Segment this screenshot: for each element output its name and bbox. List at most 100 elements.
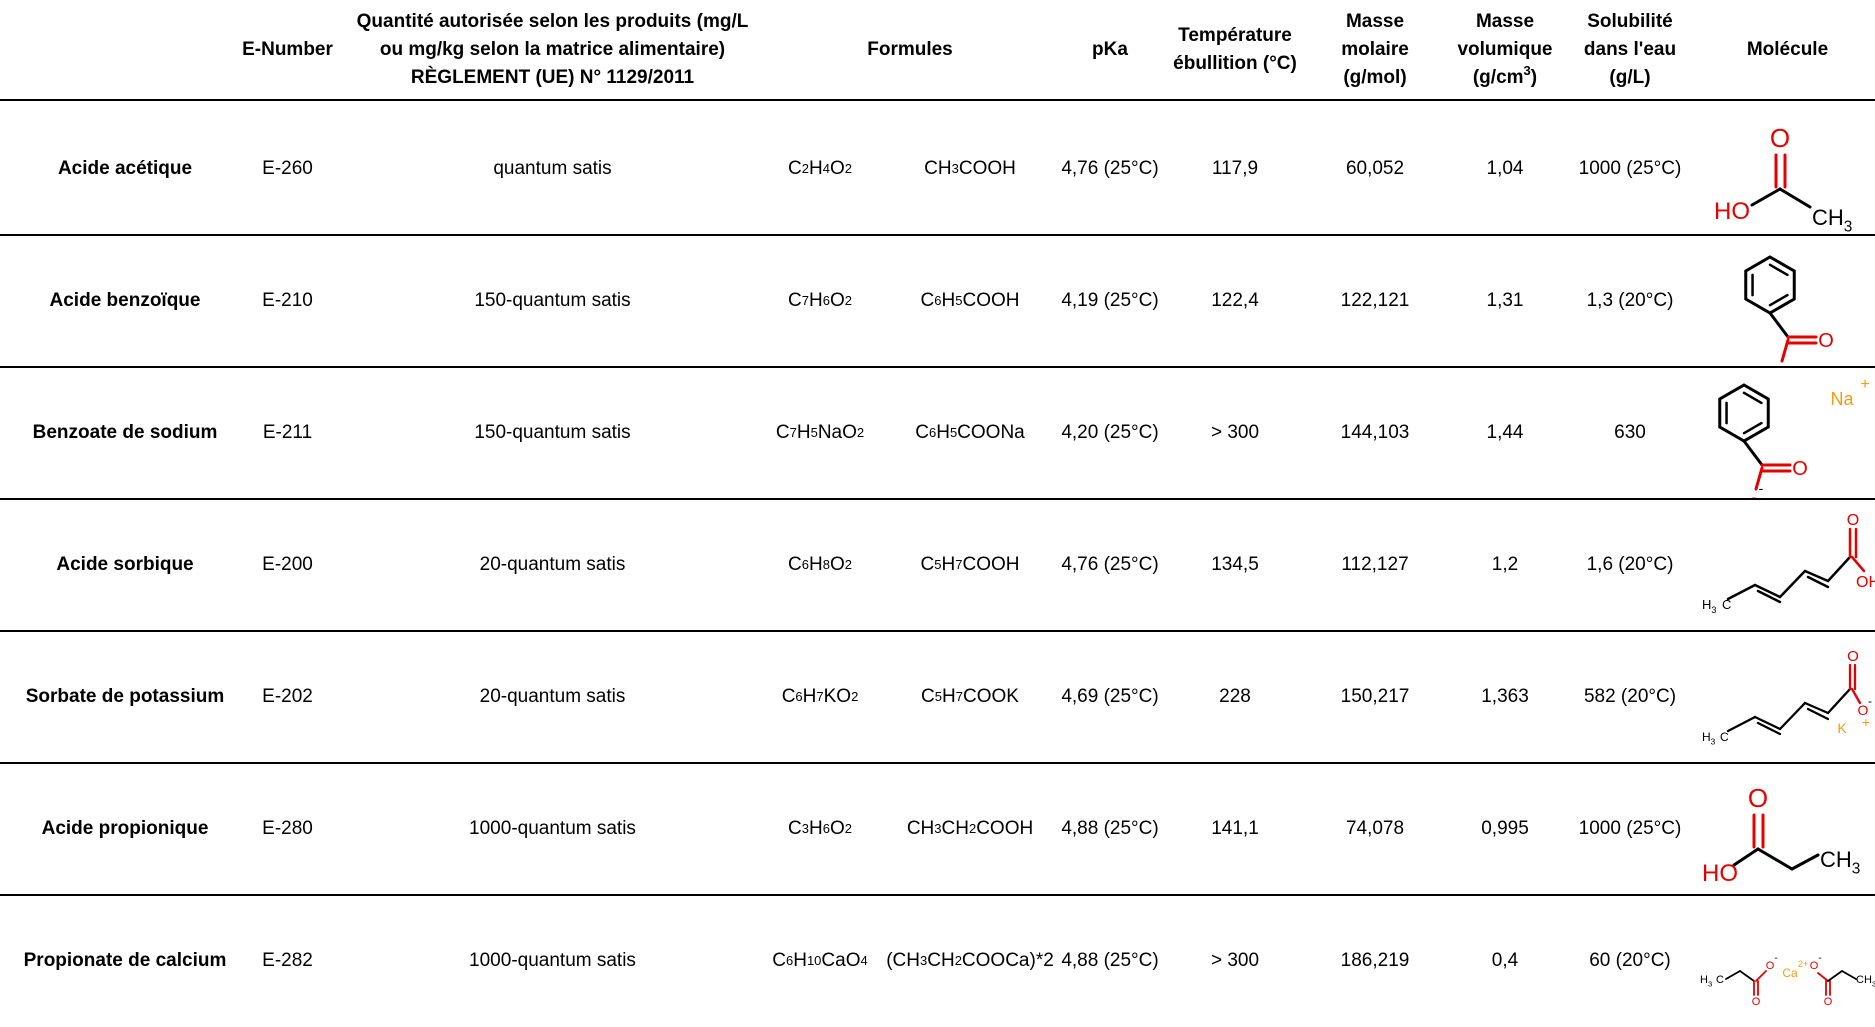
row-solubilite: 582 (20°C) [1583, 686, 1677, 707]
row-pka: 4,76 (25°C) [1061, 554, 1159, 575]
row-temperature: 228 [1219, 686, 1251, 707]
hydroxyl-label: HO [1714, 198, 1750, 225]
header-temperature: Température ébullition (°C) [1160, 0, 1310, 100]
row-e-number: E-200 [262, 554, 313, 575]
charge-label: - [1818, 953, 1821, 964]
row-quantite: 150-quantum satis [474, 422, 631, 443]
potassium-label: K [1837, 720, 1847, 736]
header-formules-label: Formules [867, 39, 953, 60]
molecule-diagram: H3 C O OH [1702, 512, 1875, 615]
charge-label: - [1774, 953, 1777, 964]
row-divider [0, 366, 1875, 368]
row-e-number: E-260 [262, 158, 313, 179]
row-temperature: 141,1 [1211, 818, 1259, 839]
row-e-number: E-211 [262, 422, 313, 443]
row-name: Acide sorbique [56, 554, 194, 575]
row-temperature: 122,4 [1211, 290, 1259, 311]
molecule-diagram: O HO CH3 [1714, 123, 1852, 235]
row-solubilite: 1000 (25°C) [1578, 818, 1682, 839]
header-masse-volumique: Masse volumique (g/cm3) [1440, 0, 1570, 100]
molecule-structure: H3 C O O - Ca 2+ O - O CH3 [1700, 895, 1875, 1027]
row-masse-molaire: 60,052 [1345, 158, 1405, 179]
header-pka-label: pKa [1092, 39, 1128, 60]
header-quantite-line2: ou mg/kg selon la matrice alimentaire) [379, 39, 726, 60]
row-e-number: E-202 [262, 686, 313, 707]
methyl-label: H3 [1702, 597, 1716, 615]
row-solubilite: 1000 (25°C) [1578, 158, 1682, 179]
row-solubilite: 630 [1614, 422, 1646, 443]
row-e-number: E-282 [262, 950, 313, 971]
row-name: Acide propionique [41, 818, 209, 839]
header-masse-molaire: Masse molaire (g/mol) [1310, 0, 1440, 100]
row-masse-volumique: 1,363 [1481, 686, 1529, 707]
row-pka: 4,76 (25°C) [1061, 158, 1159, 179]
oxygen-anion-label: O [1858, 702, 1869, 718]
row-solubilite: 1,6 (20°C) [1586, 554, 1674, 575]
header-quantite: Quantité autorisée selon les produits (m… [340, 0, 765, 100]
row-quantite: 150-quantum satis [474, 290, 631, 311]
header-solubilite-line2: dans l'eau [1583, 39, 1677, 60]
row-quantite: quantum satis [493, 158, 612, 179]
table-row: Propionate de calcium E-282 1000-quantum s… [0, 895, 1875, 1027]
methyl-carbon-label: C [1716, 974, 1724, 986]
row-masse-volumique: 1,31 [1486, 290, 1524, 311]
row-pka: 4,20 (25°C) [1061, 422, 1159, 443]
row-pka: 4,69 (25°C) [1061, 686, 1159, 707]
oxygen-label: O [1792, 458, 1808, 480]
oxygen-label: O [1818, 330, 1834, 352]
row-formula-brute: C 6 H 10 CaO 4 [772, 950, 868, 971]
table-row: Acide benzoïque E-210 150-quantum satis C 7 H… [0, 235, 1875, 367]
row-e-number: E-280 [262, 818, 313, 839]
charge-label: - [1759, 480, 1764, 496]
row-formula-brute: C 7 H 5 NaO 2 [775, 422, 865, 443]
sodium-label: Na [1830, 389, 1854, 409]
row-name: Benzoate de sodium [32, 422, 218, 443]
oxygen-label: O [1847, 648, 1859, 665]
molecule-structure: OHO [1700, 235, 1875, 367]
header-masse-molaire-line1: Masse [1345, 11, 1405, 32]
oxygen-label: O [1847, 512, 1859, 529]
row-temperature: > 300 [1210, 422, 1260, 443]
row-formula-semi: C 5 H 7 COOH [920, 554, 1020, 575]
molecule-diagram: OHO [1744, 255, 1834, 367]
row-masse-molaire: 186,219 [1340, 950, 1410, 971]
table-row: Acide sorbique E-200 20-quantum satis C 6 H 8 O… [0, 499, 1875, 631]
header-e-number: E-Number [225, 0, 350, 100]
row-divider [0, 762, 1875, 764]
row-masse-molaire: 74,078 [1345, 818, 1405, 839]
row-quantite: 1000-quantum satis [469, 950, 636, 971]
molecule-structure: H3 C O OH [1700, 499, 1875, 631]
row-pka: 4,19 (25°C) [1061, 290, 1159, 311]
header-solubilite: Solubilité dans l'eau (g/L) [1565, 0, 1695, 100]
hydroxyl-label: HO [1702, 860, 1738, 887]
molecule-diagram: O HO CH3 [1702, 783, 1860, 887]
hydroxyl-label: OH [1856, 574, 1875, 591]
header-pka: pKa [1055, 0, 1165, 100]
row-pka: 4,88 (25°C) [1061, 950, 1159, 971]
molecule-diagram: OO-Na+ [1718, 376, 1870, 499]
methyl-label: CH3 [1820, 847, 1860, 878]
header-quantite-line1: Quantité autorisée selon les produits (m… [356, 11, 749, 32]
header-quantite-line3: RÈGLEMENT (UE) N° 1129/2011 [410, 67, 695, 88]
header-masse-molaire-line2: molaire [1341, 39, 1409, 60]
row-masse-molaire: 144,103 [1340, 422, 1410, 443]
row-temperature: > 300 [1210, 950, 1260, 971]
methyl-label: H3 [1700, 974, 1712, 988]
oxygen-anion-label: O [1766, 960, 1775, 972]
header-temperature-line1: Température [1178, 25, 1292, 46]
row-masse-molaire: 150,217 [1340, 686, 1410, 707]
header-divider [0, 99, 1875, 101]
row-masse-volumique: 0,4 [1491, 950, 1519, 971]
row-masse-volumique: 0,995 [1481, 818, 1529, 839]
header-molecule-label: Molécule [1746, 39, 1829, 60]
molecule-structure: OO-Na+ [1700, 367, 1875, 499]
row-formula-semi: CH 3 CH 2 COOH [906, 818, 1034, 839]
row-e-number: E-210 [262, 290, 313, 311]
header-solubilite-line1: Solubilité [1587, 11, 1673, 32]
